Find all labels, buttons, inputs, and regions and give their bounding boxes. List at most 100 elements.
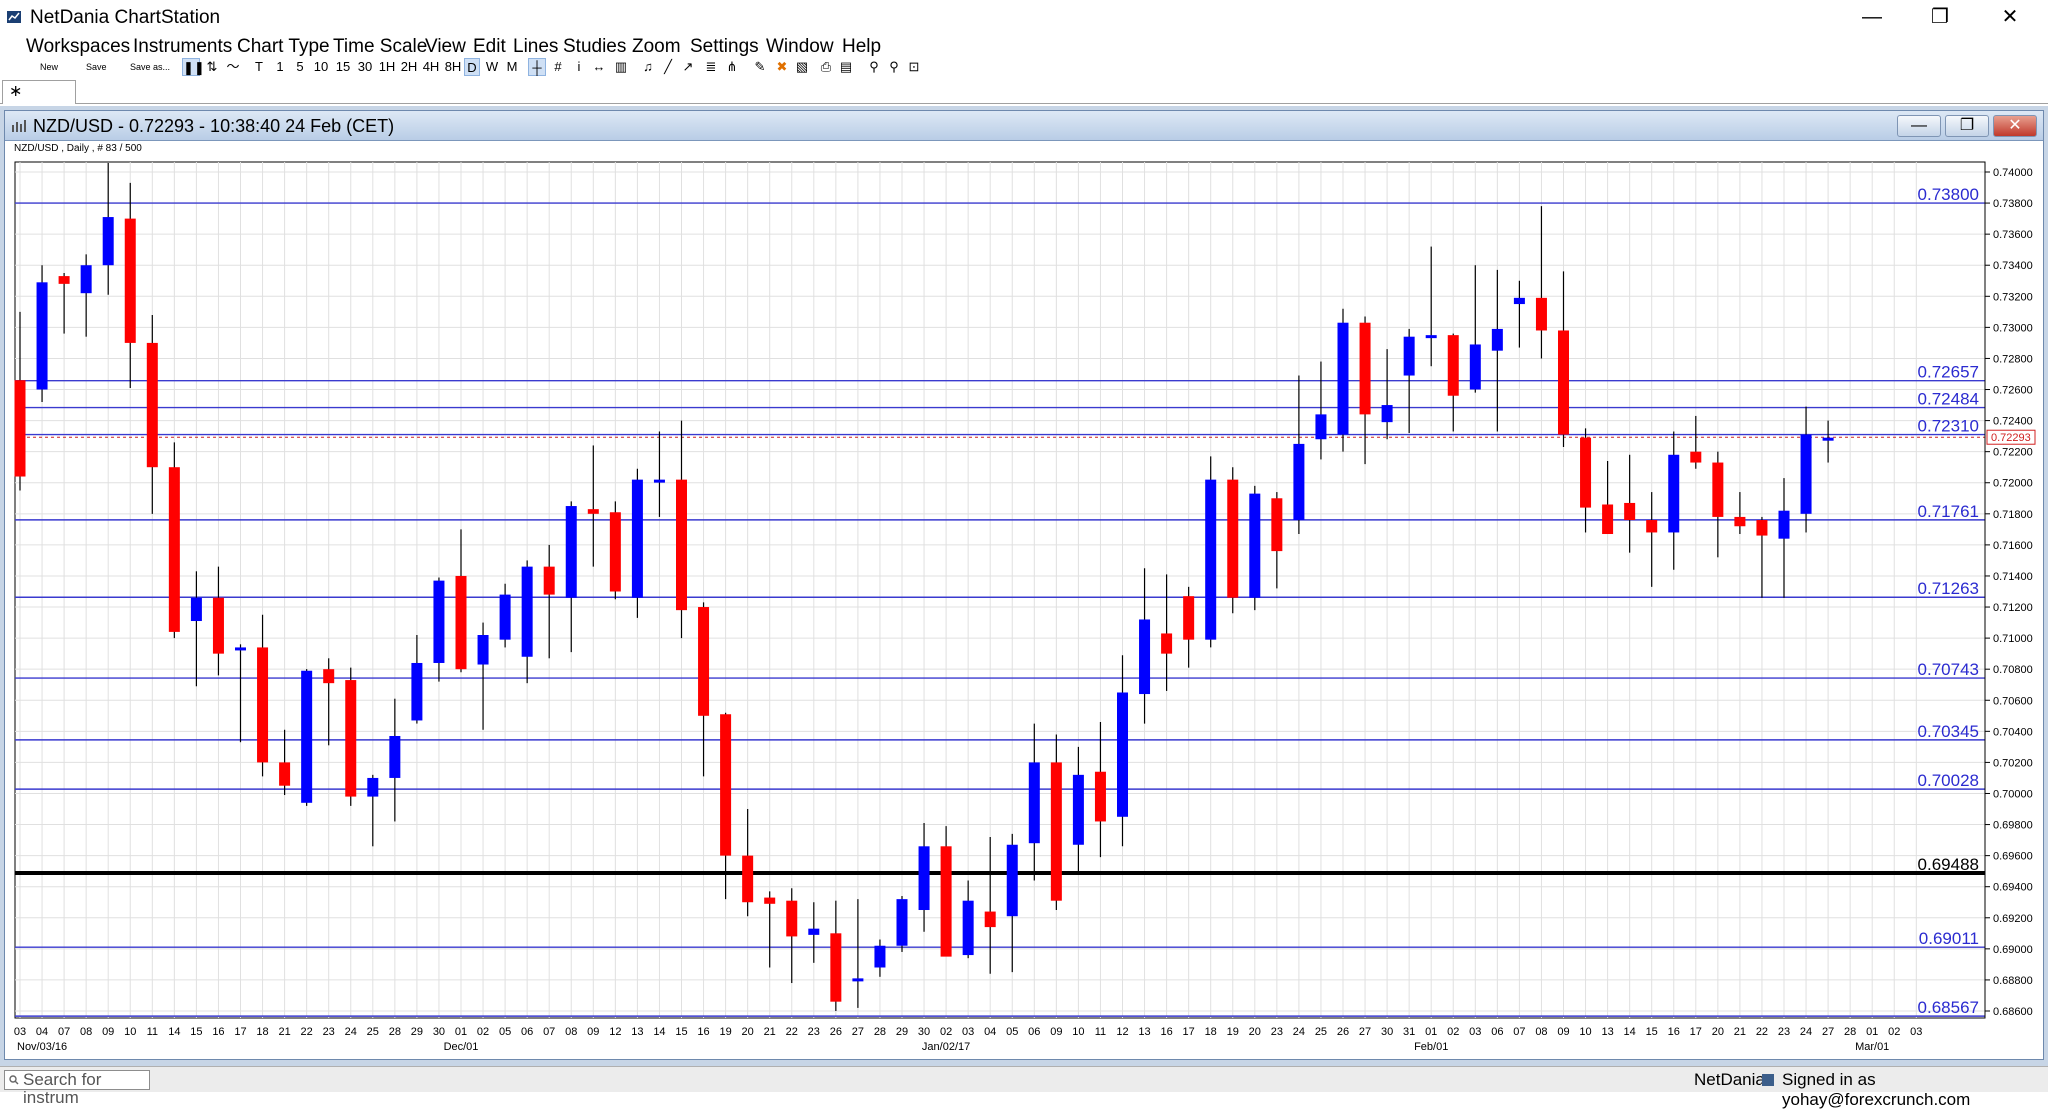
candle-body <box>1161 633 1173 654</box>
menu-instruments[interactable]: Instruments <box>133 36 233 57</box>
y-tick-label: 0.68800 <box>1993 975 2033 987</box>
candle <box>411 635 423 724</box>
candle-body <box>653 479 665 483</box>
zoom-reset-icon[interactable]: ⊡ <box>908 59 920 74</box>
x-tick-label: 22 <box>786 1026 798 1038</box>
chart-window-titlebar[interactable]: NZD/USD - 0.72293 - 10:38:40 24 Feb (CET… <box>5 111 2043 141</box>
ray-icon[interactable]: ↗ <box>682 59 694 74</box>
menu-zoom[interactable]: Zoom <box>632 36 681 57</box>
save-button[interactable]: Save <box>86 62 107 72</box>
candle-body <box>389 735 401 778</box>
timescale-10[interactable]: 10 <box>313 59 329 74</box>
menu-view[interactable]: View <box>425 36 466 57</box>
scroll-icon[interactable]: ↔ <box>592 59 606 74</box>
candle <box>1183 586 1195 668</box>
timescale-m[interactable]: M <box>506 59 518 74</box>
menu-studies[interactable]: Studies <box>563 36 627 57</box>
candle <box>190 571 202 687</box>
timescale-1h[interactable]: 1H <box>378 59 396 74</box>
candle-body <box>1227 479 1239 598</box>
info-icon[interactable]: i <box>577 59 581 74</box>
candle-body <box>1558 330 1569 435</box>
candle <box>1293 375 1305 535</box>
x-tick-label: 07 <box>58 1026 70 1038</box>
candle <box>80 254 92 337</box>
volume-icon[interactable]: ▥ <box>614 59 628 74</box>
candle <box>1094 722 1106 858</box>
y-tick-label: 0.73400 <box>1993 260 2033 272</box>
menu-settings[interactable]: Settings <box>690 36 759 57</box>
print-preview-icon[interactable]: ▤ <box>839 59 853 74</box>
candle-body <box>323 669 335 684</box>
trendline-icon[interactable]: ╱ <box>664 59 672 74</box>
timescale-5[interactable]: 5 <box>296 59 304 74</box>
fibonacci-icon[interactable]: ≣ <box>705 59 717 74</box>
new-button[interactable]: New <box>40 62 59 72</box>
horizontal-line-label: 0.72657 <box>1918 363 1979 382</box>
zoom-out-icon[interactable]: ⚲ <box>889 59 899 74</box>
chart-subtitle: NZD/USD , Daily , # 83 / 500 <box>14 143 142 154</box>
y-tick-label: 0.73000 <box>1993 322 2033 334</box>
timescale-w[interactable]: W <box>485 59 499 74</box>
menu-chart-type[interactable]: Chart Type <box>237 36 330 57</box>
save-as-button[interactable]: Save as... <box>130 62 171 72</box>
x-tick-label: 05 <box>499 1026 511 1038</box>
timescale-2h[interactable]: 2H <box>400 59 418 74</box>
timescale-8h[interactable]: 8H <box>444 59 462 74</box>
x-tick-label: 03 <box>962 1026 974 1038</box>
menu-window[interactable]: Window <box>766 36 834 57</box>
y-tick-label: 0.72800 <box>1993 353 2033 365</box>
menu-workspaces[interactable]: Workspaces <box>26 36 131 57</box>
timescale-4h[interactable]: 4H <box>422 59 440 74</box>
y-tick-label: 0.71000 <box>1993 633 2033 645</box>
pitchfork-icon[interactable]: ⋔ <box>726 59 738 74</box>
menu-lines[interactable]: Lines <box>513 36 559 57</box>
menu-edit[interactable]: Edit <box>473 36 506 57</box>
x-tick-label: 10 <box>1579 1026 1591 1038</box>
candle-body <box>1646 520 1658 533</box>
menu-help[interactable]: Help <box>842 36 882 57</box>
timescale-1[interactable]: 1 <box>276 59 284 74</box>
timescale-d[interactable]: D <box>464 58 480 76</box>
x-tick-label: 02 <box>1888 1026 1900 1038</box>
candle-chart-icon[interactable]: ❚❚ <box>182 58 205 76</box>
instrument-search-input[interactable]: Search for instrum <box>4 1070 150 1107</box>
chart-restore-button[interactable]: ❐ <box>1945 115 1989 137</box>
candle <box>742 809 754 917</box>
x-tick-label: 23 <box>323 1026 335 1038</box>
pencil-icon[interactable]: ✎ <box>754 59 766 74</box>
grid-icon[interactable]: # <box>554 59 562 74</box>
chart-minimize-button[interactable]: — <box>1897 115 1941 137</box>
close-button[interactable]: ✕ <box>2001 6 2019 28</box>
timescale-15[interactable]: 15 <box>335 59 351 74</box>
y-tick-label: 0.71800 <box>1993 509 2033 521</box>
timescale-t[interactable]: T <box>255 59 263 74</box>
timescale-30[interactable]: 30 <box>357 59 373 74</box>
minimize-button[interactable]: — <box>1862 6 1882 28</box>
candle <box>1117 655 1128 847</box>
candle <box>477 622 489 730</box>
x-tick-label: 09 <box>102 1026 114 1038</box>
zoom-in-icon[interactable]: ⚲ <box>869 59 879 74</box>
x-tick-label: 04 <box>36 1026 48 1038</box>
maximize-button[interactable]: ❐ <box>1931 6 1949 28</box>
bar-chart-icon[interactable]: ⇅ <box>206 59 218 74</box>
delete-all-icon[interactable]: ▧ <box>795 59 809 74</box>
x-tick-label: 03 <box>1910 1026 1922 1038</box>
candle-body <box>1205 479 1217 640</box>
x-tick-label: 09 <box>587 1026 599 1038</box>
candlestick-chart[interactable]: 0.73800 0.72657 0.72484 0.72310 0.71761 0.712… <box>0 0 2048 1066</box>
x-tick-label: 17 <box>1183 1026 1195 1038</box>
print-icon[interactable]: ⎙ <box>820 59 832 74</box>
line-chart-icon[interactable]: 〜 <box>226 59 240 74</box>
menu-time-scale[interactable]: Time Scale <box>333 36 428 57</box>
crosshair-icon[interactable]: ┼ <box>528 58 546 76</box>
brand-label: NetDania <box>1694 1070 1765 1089</box>
x-tick-label: 27 <box>852 1026 864 1038</box>
delete-icon[interactable]: ✖ <box>776 59 788 74</box>
candle <box>698 602 710 777</box>
chart-close-button[interactable]: ✕ <box>1993 115 2037 137</box>
y-tick-label: 0.71400 <box>1993 571 2033 583</box>
x-tick-label: 22 <box>301 1026 313 1038</box>
alert-bell-icon[interactable]: ♫ <box>643 59 653 74</box>
